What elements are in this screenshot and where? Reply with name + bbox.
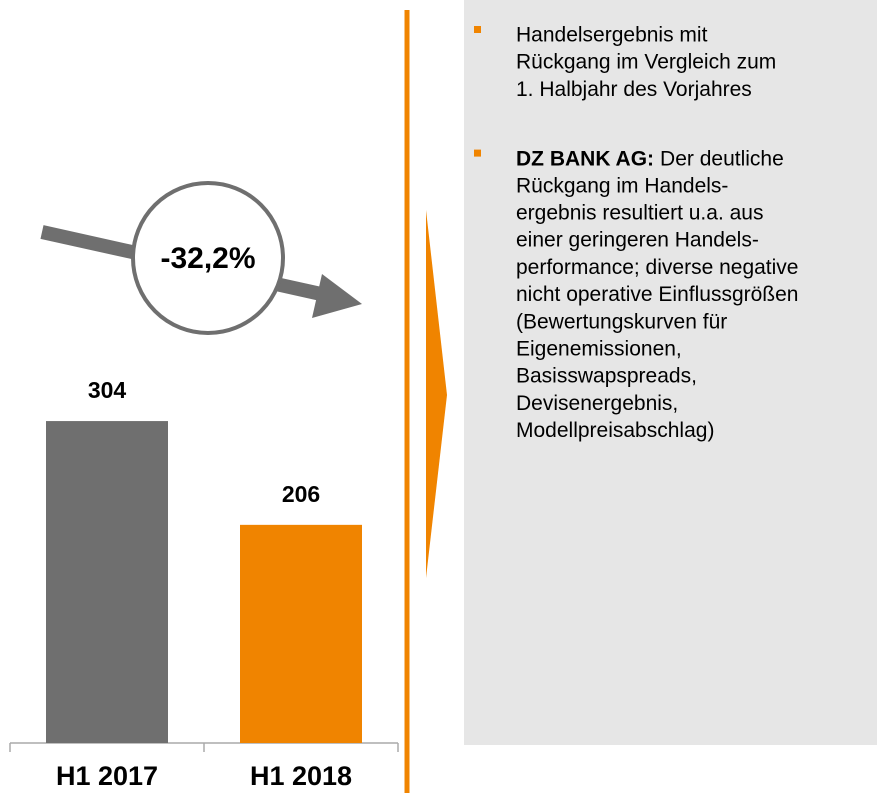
bullet-text: Handelsergebnis mit <box>516 24 708 47</box>
bullet-text: (Bewertungskurven für <box>516 310 727 333</box>
bar <box>240 524 362 743</box>
bullet-text: performance; diverse negative <box>516 256 799 279</box>
bullet-marker <box>474 149 481 157</box>
bullet-marker <box>474 26 481 33</box>
x-tick-label: H1 2018 <box>250 761 352 791</box>
bullet-text: Rückgang im Handels- <box>516 174 728 197</box>
bullet-text: nicht operative Einflussgrößen <box>516 283 799 306</box>
bullets: Handelsergebnis mit Rückgang im Vergleich… <box>474 24 799 442</box>
data-label: 304 <box>88 377 127 403</box>
change-label: -32,2% <box>160 242 255 275</box>
bar <box>46 421 168 743</box>
change-circle <box>131 181 285 335</box>
bullet-text: Basisswapspreads, <box>516 365 697 388</box>
bullet-text: Eigenemissionen, <box>516 338 682 361</box>
trend-arrowhead <box>312 274 362 318</box>
x-tick-label: H1 2017 <box>56 761 158 791</box>
text-panel <box>464 0 877 745</box>
bullet-text: Modellpreisabschlag) <box>516 419 714 442</box>
bullet-text: ergebnis resultiert u.a. aus <box>516 202 763 225</box>
bullet-text: einer geringeren Handels- <box>516 229 759 252</box>
bullet-text: Devisenergebnis, <box>516 392 678 415</box>
bullet-lead: DZ BANK AG: <box>516 147 654 170</box>
bullet-text: DZ BANK AG: Der deutliche <box>516 147 784 170</box>
data-label: 206 <box>282 481 320 507</box>
bullet-line: Der deutliche <box>660 147 784 170</box>
bullet-text: 1. Halbjahr des Vorjahres <box>516 78 752 101</box>
arrow-pointer <box>426 210 447 578</box>
bullet-text: Rückgang im Vergleich zum <box>516 51 776 74</box>
